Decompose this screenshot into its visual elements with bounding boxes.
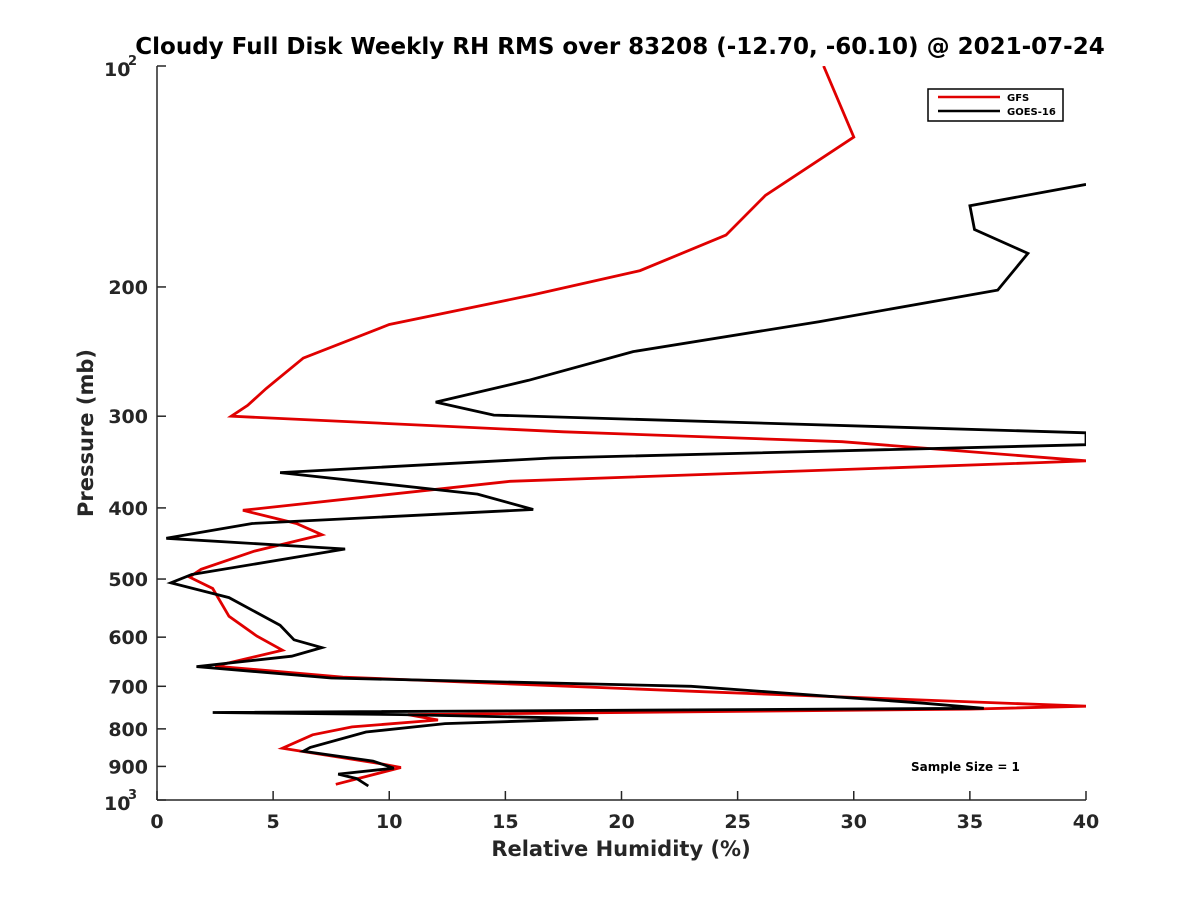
- x-axis: 0 5 10 15 20 25 30 35 40: [150, 791, 1099, 833]
- y-tick-exponent: 2: [128, 54, 137, 69]
- sample-size-annotation: Sample Size = 1: [911, 760, 1020, 774]
- y-tick-label: 10: [104, 793, 130, 815]
- series-line-gfs: [186, 66, 1086, 786]
- x-tick-label: 10: [376, 811, 402, 833]
- legend-box: [927, 88, 1064, 122]
- x-axis-label: Relative Humidity (%): [491, 837, 750, 861]
- legend-label-gfs: GFS: [1007, 93, 1029, 104]
- y-axis-label: Pressure (mb): [74, 349, 98, 517]
- y-tick-label: 800: [108, 719, 148, 741]
- x-tick-label: 15: [492, 811, 518, 833]
- plot-area: [166, 66, 1086, 788]
- y-tick-label: 900: [108, 756, 148, 778]
- x-tick-label: 25: [724, 811, 750, 833]
- y-tick-label: 600: [108, 627, 148, 649]
- legend: GFS GOES-16: [927, 88, 1064, 122]
- x-tick-label: 40: [1073, 811, 1099, 833]
- x-tick-label: 5: [267, 811, 280, 833]
- y-tick-label: 10: [104, 59, 130, 81]
- x-tick-label: 35: [957, 811, 983, 833]
- series-group: [166, 66, 1086, 788]
- legend-label-goes-16: GOES-16: [1007, 107, 1056, 118]
- y-tick-label: 500: [108, 569, 148, 591]
- y-tick-exponent: 3: [128, 788, 137, 803]
- y-tick-label: 300: [108, 406, 148, 428]
- y-tick-label: 400: [108, 498, 148, 520]
- x-tick-label: 20: [608, 811, 634, 833]
- x-tick-label: 0: [150, 811, 163, 833]
- series-line-goes-16: [166, 183, 1086, 788]
- y-tick-label: 700: [108, 676, 148, 698]
- chart-title: Cloudy Full Disk Weekly RH RMS over 8320…: [135, 34, 1104, 60]
- y-tick-label: 200: [108, 277, 148, 299]
- x-tick-label: 30: [841, 811, 867, 833]
